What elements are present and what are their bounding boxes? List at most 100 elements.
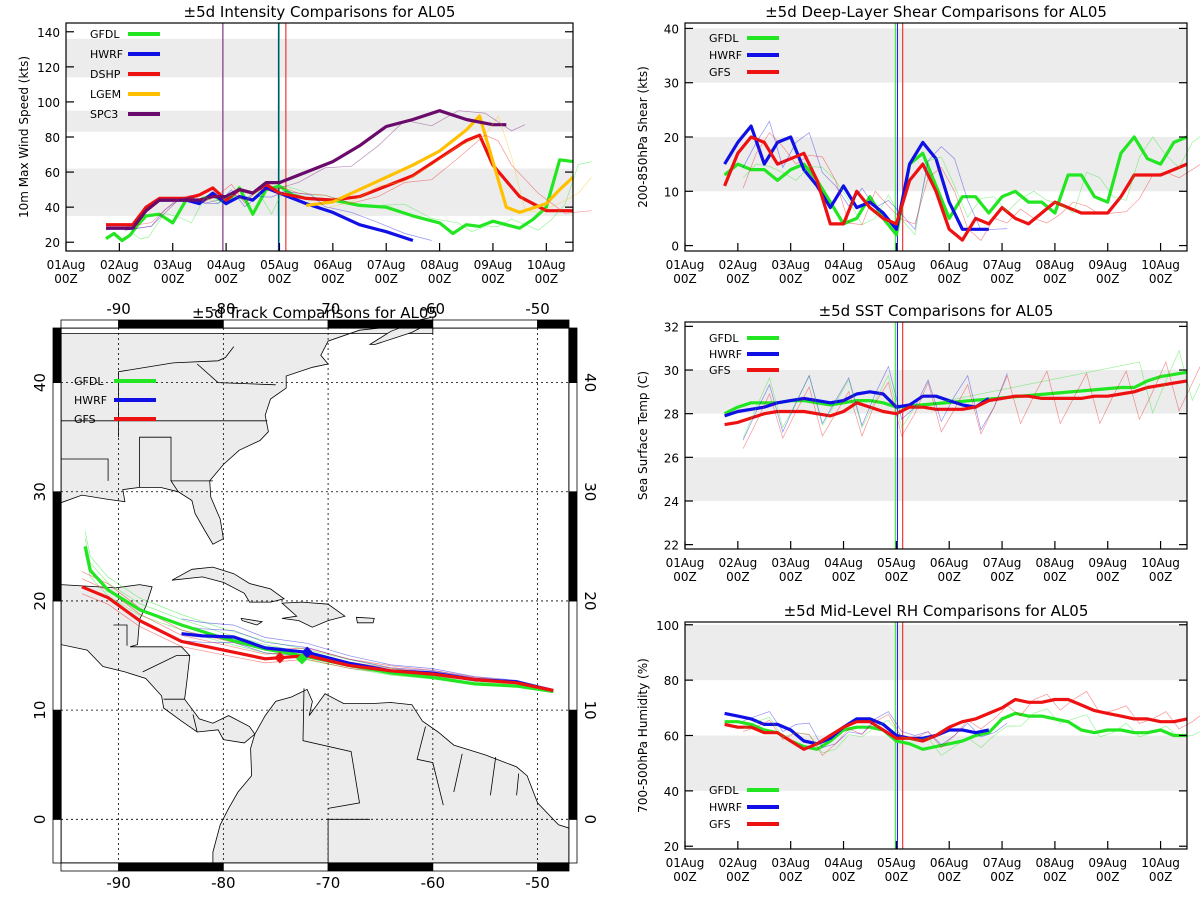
border-line [61, 458, 109, 481]
lat-tick-label: 0 [581, 815, 599, 825]
x-tick-label: 06Aug [930, 258, 969, 272]
x-tick-label: 00Z [321, 272, 345, 286]
legend-label-gfs: GFS [709, 66, 731, 79]
x-tick-label: 01Aug [666, 556, 705, 570]
legend-label-spc3: SPC3 [90, 108, 118, 121]
x-tick-label: 07Aug [983, 856, 1022, 870]
frame-band [568, 709, 578, 820]
x-tick-label: 00Z [726, 870, 750, 884]
border-line [170, 480, 213, 493]
y-tick-label: 20 [664, 840, 679, 854]
legend-label-hwrf: HWRF [709, 348, 742, 361]
series-line-gfdl [105, 158, 574, 243]
lon-tick-label: -60 [421, 300, 446, 318]
frame-band [537, 319, 570, 329]
frame-band [327, 862, 434, 872]
x-tick-label: 09Aug [1088, 556, 1127, 570]
y-tick-label: 30 [664, 77, 679, 91]
y-axis-label: Sea Surface Temp (C) [636, 371, 650, 500]
y-tick-label: 28 [664, 408, 679, 422]
frame-band [222, 862, 329, 872]
faint-line-gfdl [742, 136, 1200, 236]
panel-title: ±5d Track Comparisons for AL05 [192, 304, 438, 322]
faint-line-gfdl [124, 161, 592, 241]
lat-tick-label: 30 [581, 482, 599, 501]
track-line-gfdl [83, 546, 554, 694]
x-tick-label: 09Aug [1088, 258, 1127, 272]
shear-panel: 01020304001Aug00Z02Aug00Z03Aug00Z04Aug00… [636, 3, 1200, 286]
lon-tick-label: -80 [211, 300, 236, 318]
border-line [113, 624, 128, 646]
border-line [196, 363, 276, 386]
x-tick-label: 00Z [108, 272, 132, 286]
x-tick-label: 10Aug [1141, 556, 1180, 570]
plot-frame [684, 321, 1188, 550]
x-tick-label: 02Aug [718, 556, 757, 570]
x-tick-label: 08Aug [1036, 556, 1075, 570]
x-tick-label: 01Aug [666, 258, 705, 272]
y-axis-label: 700-500hPa Humidity (%) [636, 658, 650, 813]
x-tick-label: 06Aug [313, 258, 352, 272]
lon-tick-label: -50 [525, 300, 550, 318]
y-tick-label: 20 [45, 236, 60, 250]
x-tick-label: 00Z [990, 570, 1014, 584]
intensity-panel: 2040608010012014001Aug00Z02Aug00Z03Aug00… [17, 3, 592, 286]
frame-band [432, 319, 538, 329]
legend-label-gfdl: GFDL [90, 28, 120, 41]
y-tick-label: 120 [37, 61, 60, 75]
series-line-hwrf [724, 390, 990, 418]
lon-tick-label: -80 [211, 874, 236, 892]
x-tick-label: 03Aug [153, 258, 192, 272]
x-tick-label: 00Z [161, 272, 185, 286]
series-line-gfdl [723, 370, 1188, 416]
series-line-gfdl [724, 711, 1187, 751]
faint-line-gfs [742, 690, 1200, 756]
x-tick-label: 00Z [428, 272, 452, 286]
lat-tick-label: 0 [31, 815, 49, 825]
legend-label-gfs: GFS [709, 818, 731, 831]
y-tick-label: 60 [664, 730, 679, 744]
x-tick-label: 03Aug [771, 556, 810, 570]
lon-tick-label: -50 [525, 874, 550, 892]
x-tick-label: 02Aug [100, 258, 139, 272]
x-tick-label: 00Z [885, 570, 909, 584]
x-tick-label: 10Aug [527, 258, 566, 272]
x-tick-label: 07Aug [983, 258, 1022, 272]
lon-tick-label: -70 [316, 300, 341, 318]
rh-panel: 2040608010001Aug00Z02Aug00Z03Aug00Z04Aug… [636, 602, 1200, 884]
x-tick-label: 00Z [1043, 570, 1067, 584]
frame-band [52, 709, 62, 820]
frame-band [568, 382, 578, 493]
shaded-band [685, 624, 1187, 681]
x-tick-label: 00Z [1043, 272, 1067, 286]
border-line [490, 757, 497, 796]
faint-line-lgem [324, 115, 592, 213]
x-tick-label: 00Z [990, 870, 1014, 884]
series-line-lgem [305, 114, 575, 214]
shaded-band [66, 38, 573, 78]
y-tick-label: 40 [664, 22, 679, 36]
series-line-dshp [106, 133, 573, 227]
faint-line-hwrf [742, 120, 1008, 231]
x-tick-label: 00Z [832, 272, 856, 286]
frame-band [537, 862, 570, 872]
faint-line-gfdl [742, 349, 1200, 439]
legend-label-gfdl: GFDL [709, 32, 739, 45]
frame-band [568, 600, 578, 711]
land-mass [212, 688, 570, 864]
x-tick-label: 00Z [1149, 570, 1173, 584]
x-tick-label: 06Aug [930, 556, 969, 570]
faint-line-hwrf [742, 711, 1008, 748]
y-tick-label: 40 [664, 785, 679, 799]
x-tick-label: 00Z [937, 870, 961, 884]
x-tick-label: 04Aug [207, 258, 246, 272]
x-tick-label: 00Z [1149, 272, 1173, 286]
x-tick-label: 00Z [673, 570, 697, 584]
legend-label-hwrf: HWRF [90, 48, 123, 61]
land-mass [60, 316, 434, 744]
y-tick-label: 24 [664, 495, 679, 509]
y-tick-label: 22 [664, 539, 679, 553]
x-tick-label: 03Aug [771, 258, 810, 272]
y-tick-label: 20 [664, 131, 679, 145]
shaded-band [66, 110, 573, 132]
